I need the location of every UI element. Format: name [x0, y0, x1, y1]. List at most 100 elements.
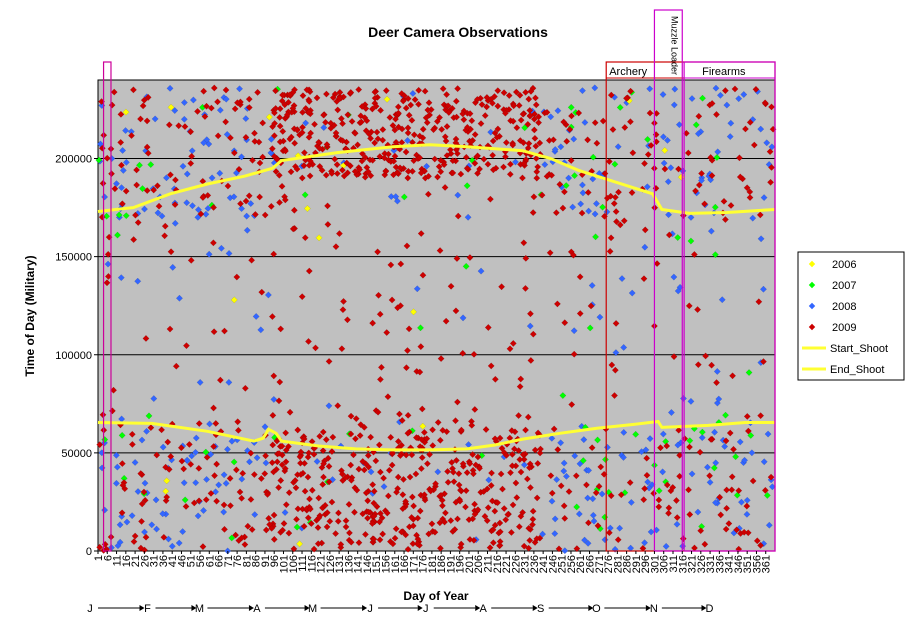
point-2009	[557, 482, 565, 490]
point-2009	[482, 426, 490, 433]
point-2009	[270, 535, 278, 543]
point-2009	[559, 204, 567, 212]
point-2008	[114, 542, 122, 550]
point-2008	[713, 367, 721, 375]
point-2009	[549, 136, 557, 144]
point-2009	[491, 507, 499, 515]
point-2009	[257, 475, 265, 483]
x-tick-label: 266	[585, 555, 597, 573]
point-2009	[538, 191, 546, 199]
point-2008	[162, 174, 170, 182]
point-2009	[672, 497, 680, 504]
point-2008	[612, 349, 620, 357]
point-2009	[627, 87, 635, 95]
x-tick-label: 341	[724, 555, 736, 573]
point-2009	[617, 491, 625, 499]
x-tick-label: 136	[343, 555, 355, 573]
point-2009	[180, 465, 188, 473]
x-tick-label: 211	[483, 555, 495, 573]
point-2009	[329, 433, 337, 441]
point-2009	[501, 109, 509, 117]
point-2008	[122, 127, 130, 135]
point-2009	[455, 470, 463, 478]
x-tick-label: 261	[575, 555, 587, 573]
point-2009	[587, 302, 595, 310]
point-2009	[347, 430, 355, 438]
point-2009	[507, 528, 515, 536]
point-2009	[491, 435, 499, 443]
point-2009	[708, 99, 716, 107]
point-2009	[731, 85, 739, 93]
point-2009	[437, 156, 445, 164]
point-2009	[730, 445, 737, 453]
point-2008	[244, 447, 251, 455]
point-2009	[663, 481, 671, 489]
point-2009	[449, 169, 457, 177]
point-2009	[584, 188, 592, 196]
point-2009	[232, 531, 240, 539]
point-2007	[710, 464, 718, 472]
point-2008	[171, 107, 179, 114]
point-2009	[753, 537, 761, 545]
point-2009	[238, 534, 246, 542]
point-2008	[638, 448, 646, 456]
point-2008	[390, 147, 398, 154]
point-2008	[627, 498, 635, 506]
point-2008	[143, 427, 151, 435]
x-tick-label: 246	[547, 555, 559, 573]
point-2009	[466, 535, 474, 543]
point-2009	[248, 256, 256, 264]
point-2006	[315, 234, 323, 242]
point-2009	[517, 116, 525, 124]
point-2009	[566, 125, 574, 133]
point-2008	[380, 483, 388, 491]
point-2007	[400, 193, 408, 201]
point-2009	[743, 184, 751, 192]
point-2008	[694, 508, 702, 516]
point-2009	[160, 533, 168, 541]
point-2009	[417, 169, 425, 177]
x-tick-label: 151	[371, 555, 383, 573]
point-2009	[612, 208, 620, 216]
point-2009	[214, 98, 222, 106]
point-2009	[443, 91, 451, 99]
month-label: A	[480, 603, 488, 615]
point-2009	[392, 525, 400, 533]
month-label: N	[650, 603, 658, 615]
point-2009	[328, 498, 336, 506]
point-2008	[596, 313, 604, 321]
point-2009	[272, 465, 280, 473]
point-2009	[293, 165, 301, 173]
point-2009	[344, 169, 352, 177]
point-2009	[525, 464, 533, 472]
point-2009	[306, 495, 313, 503]
point-2009	[370, 499, 378, 507]
point-2006	[265, 113, 273, 121]
point-2009	[447, 282, 455, 290]
point-2009	[614, 536, 622, 544]
point-2009	[717, 511, 725, 519]
point-2009	[316, 432, 324, 440]
point-2009	[212, 419, 220, 427]
point-2009	[347, 461, 355, 469]
x-tick-label: 96	[269, 555, 281, 567]
point-2009	[242, 197, 250, 205]
point-2009	[373, 128, 381, 136]
point-2009	[241, 541, 249, 549]
point-2009	[355, 86, 363, 94]
point-2008	[477, 267, 485, 275]
point-2009	[611, 392, 618, 400]
point-2009	[275, 484, 283, 492]
point-2009	[380, 154, 388, 162]
point-2009	[376, 310, 384, 318]
point-2009	[247, 495, 255, 503]
point-2009	[247, 449, 255, 457]
point-2009	[446, 146, 454, 154]
point-2008	[141, 479, 149, 487]
point-2009	[431, 155, 439, 163]
point-2009	[605, 529, 613, 537]
point-2009	[332, 243, 340, 251]
point-2009	[657, 444, 664, 452]
point-2007	[711, 251, 719, 259]
point-2009	[226, 474, 234, 482]
